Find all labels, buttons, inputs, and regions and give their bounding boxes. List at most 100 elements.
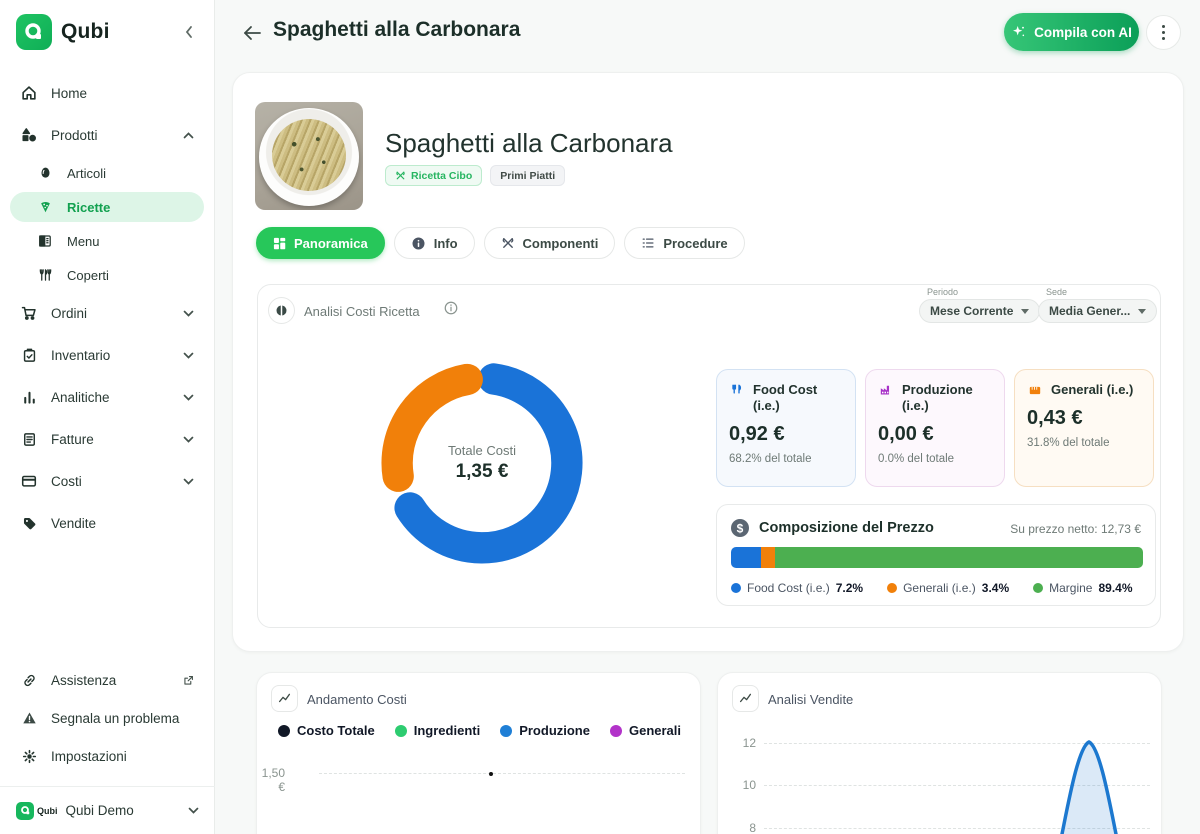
stat-title: Produzione (i.e.) [902, 382, 992, 415]
tab-info[interactable]: Info [394, 227, 475, 259]
legend-pct: 3.4% [982, 581, 1009, 595]
sidebar-item-prodotti[interactable]: Prodotti [10, 116, 204, 154]
legend-label: Food Cost (i.e.) [747, 581, 830, 595]
recipe-image [255, 102, 363, 210]
sidebar-item-inventario[interactable]: Inventario [10, 336, 204, 374]
fork-knife-icon [729, 382, 745, 415]
sidebar-item-label: Coperti [67, 268, 109, 283]
recipe-badges: Ricetta Cibo Primi Piatti [385, 165, 565, 186]
recipe-category-badge: Primi Piatti [490, 165, 565, 186]
tag-icon [20, 515, 38, 532]
more-options-button[interactable] [1146, 15, 1181, 50]
chevron-down-icon [183, 310, 194, 317]
credit-card-icon [20, 472, 38, 490]
sidebar-item-home[interactable]: Home [10, 74, 204, 112]
badge-label: Primi Piatti [500, 170, 555, 182]
stat-title: Generali (i.e.) [1051, 382, 1133, 399]
tab-componenti[interactable]: Componenti [484, 227, 616, 259]
clipboard-icon [20, 347, 38, 364]
cost-trend-card: Andamento Costi Costo Totale Ingredienti… [256, 672, 701, 834]
svg-text:$: $ [737, 521, 744, 535]
logo-row: Qubi [0, 0, 214, 56]
recipe-tabs: Panoramica Info Componenti Procedure [256, 227, 745, 259]
period-value: Mese Corrente [930, 304, 1013, 318]
sidebar-item-analitiche[interactable]: Analitiche [10, 378, 204, 416]
back-button[interactable] [239, 20, 265, 46]
chevron-down-icon [183, 394, 194, 401]
tab-panoramica[interactable]: Panoramica [256, 227, 385, 259]
sidebar-item-costi[interactable]: Costi [10, 462, 204, 500]
composition-title: Composizione del Prezzo [759, 520, 934, 536]
sidebar-item-segnala-problema[interactable]: Segnala un problema [10, 700, 205, 736]
stat-value: 0,43 € [1027, 407, 1141, 430]
sales-curve [718, 673, 1163, 834]
invoice-icon [20, 431, 38, 448]
sidebar-nav: Home Prodotti Articoli Ricette Menu [0, 74, 214, 542]
bar-generali-segment [761, 547, 775, 568]
sidebar-item-label: Assistenza [51, 673, 116, 688]
ai-button-label: Compila con AI [1034, 25, 1132, 40]
cutlery-icon [36, 267, 54, 283]
legend-item-produzione[interactable]: Produzione [500, 723, 590, 738]
legend-item-generali: Generali (i.e.) 3.4% [887, 581, 1009, 595]
shapes-icon [20, 126, 38, 144]
workspace-switcher[interactable]: Qubi Qubi Demo [0, 786, 215, 834]
sidebar-item-articoli[interactable]: Articoli [10, 158, 204, 188]
legend-item-margine: Margine 89.4% [1033, 581, 1132, 595]
composition-legend: Food Cost (i.e.) 7.2% Generali (i.e.) 3.… [731, 581, 1133, 595]
sidebar-item-impostazioni[interactable]: Impostazioni [10, 738, 205, 774]
sidebar-item-label: Home [51, 86, 87, 101]
tab-procedure[interactable]: Procedure [624, 227, 744, 259]
sidebar-item-label: Prodotti [51, 128, 98, 143]
cart-icon [20, 304, 38, 322]
donut-center-value: 1,35 € [456, 461, 509, 483]
info-icon[interactable] [443, 300, 459, 316]
chevron-down-icon [1138, 309, 1146, 314]
cost-trend-title: Andamento Costi [307, 692, 407, 707]
sidebar-item-label: Vendite [51, 516, 96, 531]
sidebar-item-label: Ricette [67, 200, 110, 215]
tab-label: Panoramica [294, 236, 368, 251]
link-icon [20, 672, 38, 689]
net-price-label: Su prezzo netto: 12,73 € [1010, 522, 1141, 536]
sidebar-footer: Assistenza Segnala un problema Impostazi… [0, 662, 215, 776]
legend-item-costo-totale[interactable]: Costo Totale [278, 723, 375, 738]
sidebar-item-ordini[interactable]: Ordini [10, 294, 204, 332]
qubi-wordmark: Qubi [37, 806, 58, 816]
sidebar-item-vendite[interactable]: Vendite [10, 504, 204, 542]
qubi-logo-icon[interactable] [16, 14, 52, 50]
gear-icon [20, 748, 38, 765]
sidebar-item-fatture[interactable]: Fatture [10, 420, 204, 458]
recipe-title: Spaghetti alla Carbonara [385, 128, 673, 159]
stat-value: 0,92 € [729, 423, 843, 446]
legend-item-generali[interactable]: Generali [610, 723, 681, 738]
sidebar-collapse-icon[interactable] [178, 21, 200, 43]
sidebar-item-coperti[interactable]: Coperti [10, 260, 204, 290]
cost-analysis-card: Analisi Costi Ricetta Periodo Mese Corre… [257, 284, 1161, 628]
external-link-icon [182, 674, 195, 687]
crossed-utensils-icon [501, 236, 515, 250]
period-select[interactable]: Mese Corrente [919, 299, 1040, 323]
gridline [319, 773, 685, 774]
compile-with-ai-button[interactable]: Compila con AI [1004, 13, 1139, 51]
sidebar-item-label: Analitiche [51, 390, 110, 405]
bar-margine-segment [775, 547, 1143, 568]
legend-item-ingredienti[interactable]: Ingredienti [395, 723, 480, 738]
legend-dot [887, 583, 897, 593]
tab-label: Info [434, 236, 458, 251]
qubi-demo-logo-icon: Qubi [16, 802, 58, 820]
egg-icon [36, 165, 54, 181]
sidebar-item-menu[interactable]: Menu [10, 226, 204, 256]
legend-dot [1033, 583, 1043, 593]
site-filter-label: Sede [1046, 287, 1157, 297]
chevron-up-icon [183, 132, 194, 139]
grid-icon [273, 237, 286, 250]
pie-chart-icon [268, 297, 295, 324]
sidebar-item-assistenza[interactable]: Assistenza [10, 662, 205, 698]
y-axis-tick: 1,50 € [255, 766, 285, 794]
site-select[interactable]: Media Gener... [1038, 299, 1157, 323]
legend-pct: 89.4% [1098, 581, 1132, 595]
bar-foodcost-segment [731, 547, 761, 568]
legend-pct: 7.2% [836, 581, 863, 595]
sidebar-item-ricette[interactable]: Ricette [10, 192, 204, 222]
